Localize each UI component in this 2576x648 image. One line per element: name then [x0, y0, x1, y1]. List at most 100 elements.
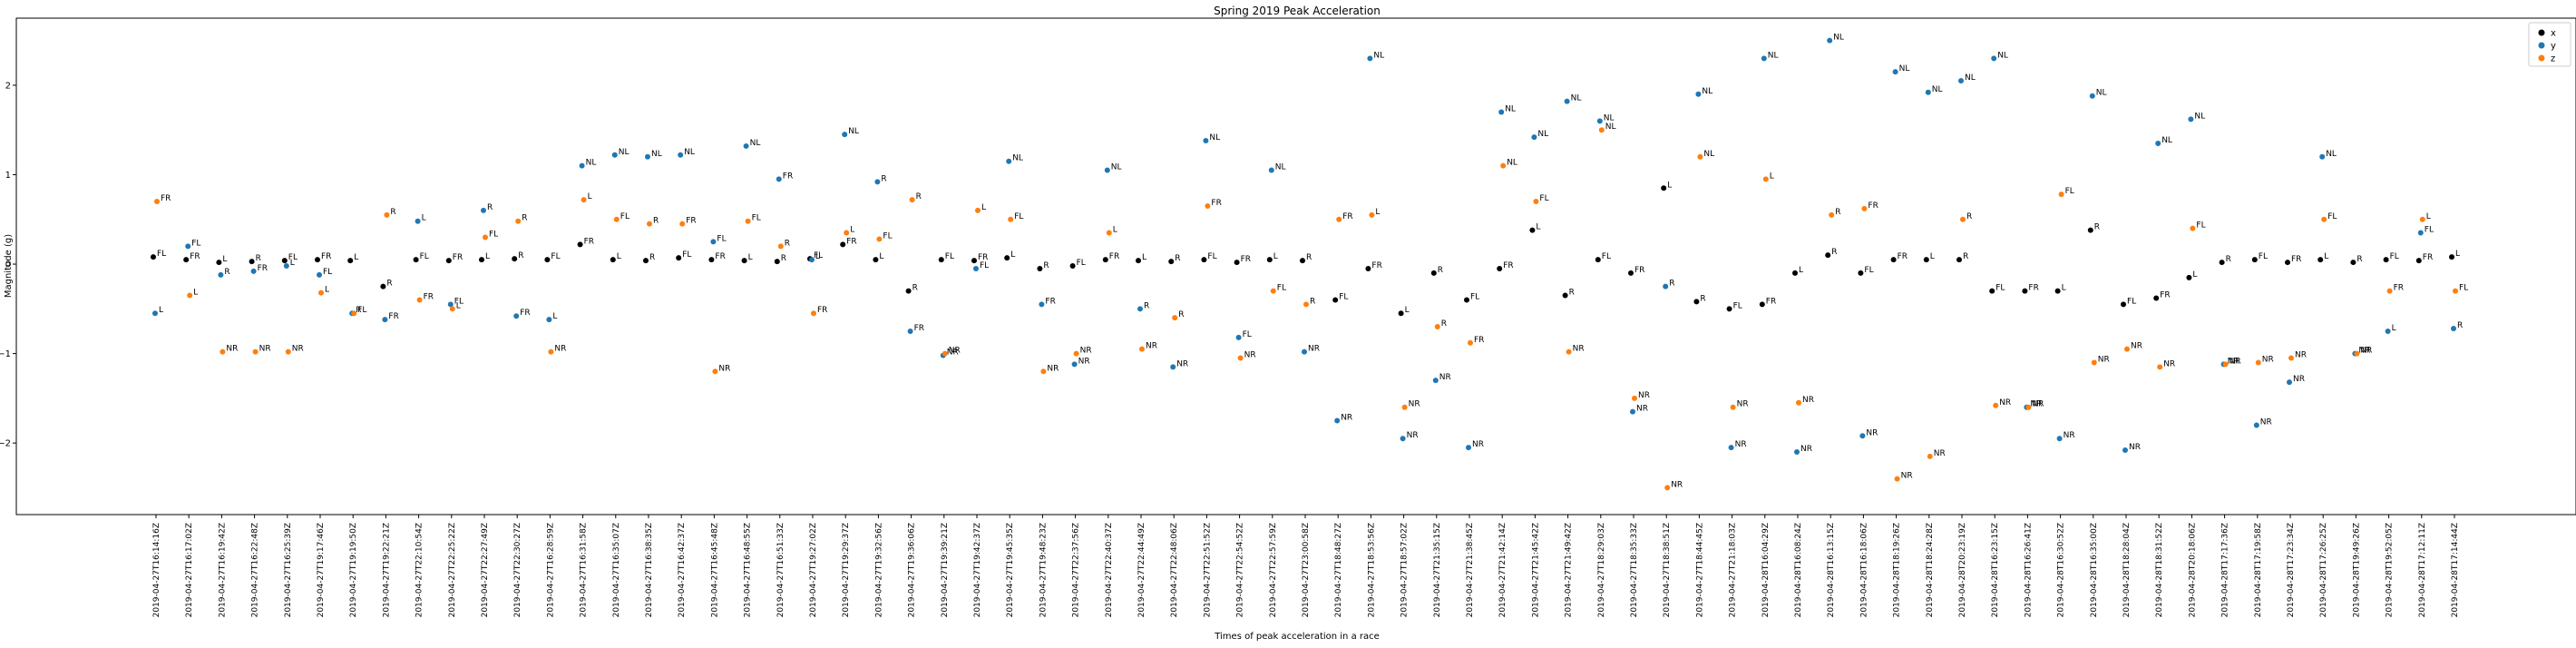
- point-label: L: [222, 255, 227, 264]
- data-point-y: [842, 132, 848, 138]
- x-tick-label: 2019-04-27T22:57:59Z: [1269, 523, 1278, 617]
- data-point-x: [1430, 270, 1437, 276]
- data-point-y: [1367, 55, 1373, 62]
- data-point-x: [1168, 259, 1175, 265]
- data-point-x: [708, 257, 715, 263]
- x-tick-label: 2019-04-28T16:23:15Z: [1991, 523, 2000, 617]
- data-point-x: [2022, 288, 2028, 294]
- data-point-x: [2383, 257, 2389, 263]
- data-point-x: [1497, 265, 1503, 271]
- x-tick-label: 2019-04-27T21:35:15Z: [1433, 523, 1442, 617]
- x-tick-label: 2019-04-27T22:30:27Z: [513, 523, 522, 617]
- x-tick-label: 2019-04-27T16:28:59Z: [546, 523, 555, 617]
- point-label: FR: [846, 237, 856, 246]
- data-point-y: [415, 218, 421, 224]
- point-label: FR: [914, 324, 924, 333]
- point-label: NR: [2230, 357, 2241, 366]
- data-point-y: [2319, 153, 2326, 160]
- point-label: FL: [323, 268, 332, 277]
- data-point-y: [1958, 77, 1964, 83]
- x-tick-label: 2019-04-27T22:40:37Z: [1105, 523, 1114, 617]
- point-label: NR: [2030, 400, 2042, 409]
- data-point-y: [809, 257, 815, 263]
- x-tick-label: 2019-04-27T22:27:49Z: [481, 523, 490, 617]
- point-label: R: [1144, 301, 1149, 310]
- point-label: NL: [1111, 163, 1122, 172]
- point-label: NR: [1800, 445, 1812, 454]
- x-tick-label: 2019-04-27T16:22:48Z: [251, 523, 260, 617]
- point-label: NL: [1768, 51, 1779, 60]
- point-label: FL: [1014, 212, 1023, 221]
- point-label: FL: [2259, 252, 2268, 261]
- point-label: FR: [1045, 297, 1055, 306]
- data-point-z: [2091, 359, 2097, 366]
- data-point-z: [1796, 399, 1801, 406]
- data-point-x: [1759, 301, 1765, 308]
- data-point-y: [185, 243, 191, 250]
- data-point-z: [318, 290, 324, 296]
- point-label: NR: [1671, 480, 1683, 489]
- data-point-y: [1794, 449, 1800, 456]
- data-point-y: [250, 268, 257, 274]
- point-label: FL: [2127, 297, 2136, 306]
- data-point-x: [905, 288, 912, 294]
- data-point-x: [512, 256, 518, 262]
- data-point-y: [1334, 417, 1341, 424]
- point-label: FR: [388, 312, 398, 321]
- data-point-y: [1531, 134, 1537, 141]
- legend-label-z: z: [2551, 54, 2555, 64]
- point-label: R: [386, 280, 392, 289]
- point-label: NL: [750, 139, 761, 148]
- point-label: FL: [1277, 284, 1286, 293]
- data-point-z: [2190, 225, 2196, 231]
- point-label: FR: [686, 217, 696, 226]
- point-label: FR: [1503, 261, 1513, 270]
- point-label: FL: [2390, 252, 2399, 261]
- point-label: NR: [1735, 440, 1747, 449]
- x-tick-label: 2019-04-27T16:42:37Z: [678, 523, 687, 617]
- point-label: NL: [1209, 133, 1220, 142]
- data-point-y: [481, 207, 486, 213]
- data-point-x: [1726, 306, 1732, 312]
- data-point-z: [2058, 191, 2064, 198]
- data-point-z: [1927, 453, 1933, 459]
- point-label: L: [422, 214, 426, 223]
- data-point-y: [678, 152, 684, 158]
- point-label: L: [552, 312, 557, 321]
- data-point-z: [1697, 153, 1703, 160]
- point-label: FR: [1634, 266, 1644, 275]
- x-tick-label: 2019-04-27T22:51:52Z: [1203, 523, 1212, 617]
- data-point-z: [1172, 315, 1178, 321]
- point-label: L: [2324, 252, 2328, 261]
- point-label: NR: [2228, 357, 2239, 366]
- point-label: NL: [1833, 34, 1844, 43]
- x-tick-label: 2019-04-27T22:44:49Z: [1137, 523, 1147, 617]
- data-point-z: [1861, 205, 1868, 211]
- point-label: L: [850, 226, 854, 235]
- x-tick-label: 2019-04-27T19:22:21Z: [382, 523, 391, 617]
- data-point-y: [1596, 118, 1603, 124]
- data-point-y: [1432, 378, 1439, 384]
- x-axis-label: Times of peak acceleration in a race: [1214, 632, 1380, 642]
- point-label: NL: [1275, 163, 1286, 172]
- data-point-x: [1562, 292, 1568, 299]
- point-label: R: [1306, 253, 1312, 262]
- point-label: NR: [1080, 347, 1092, 356]
- data-point-x: [380, 283, 386, 290]
- point-label: L: [879, 252, 883, 261]
- data-point-z: [2386, 288, 2393, 294]
- data-point-x: [544, 257, 551, 263]
- point-label: R: [653, 217, 659, 226]
- point-label: L: [485, 252, 490, 261]
- y-tick-label: −1: [0, 349, 11, 359]
- data-point-z: [2025, 404, 2032, 410]
- point-label: R: [2356, 255, 2362, 264]
- data-point-x: [1595, 257, 1601, 263]
- point-label: L: [617, 252, 621, 261]
- data-point-x: [2087, 227, 2093, 233]
- x-tick-label: 2019-04-27T19:39:21Z: [941, 523, 950, 617]
- point-label: FL: [752, 214, 761, 223]
- point-label: L: [815, 252, 820, 261]
- point-label: R: [1835, 208, 1840, 217]
- data-point-z: [548, 349, 554, 355]
